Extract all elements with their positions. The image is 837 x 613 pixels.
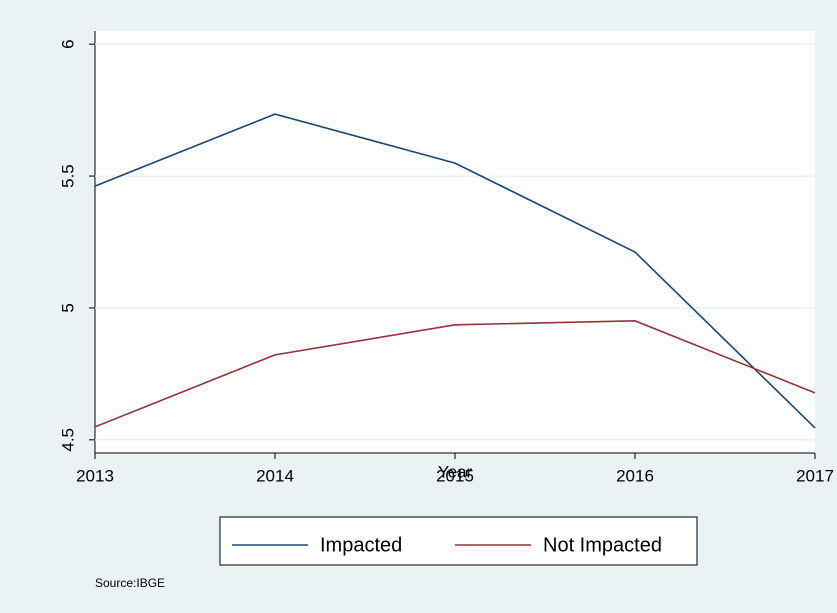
- x-tick-label: 2013: [76, 466, 114, 485]
- line-series: [94, 320, 816, 428]
- y-tick-label: 4.5: [58, 428, 77, 452]
- plot-area: [95, 31, 815, 453]
- legend-label: Not Impacted: [543, 534, 662, 556]
- x-tick-label: 2015: [436, 466, 474, 485]
- y-tick-label: 6: [58, 39, 77, 48]
- x-axis-title: Year: [438, 462, 473, 481]
- y-tick-label: 5: [58, 303, 77, 312]
- x-tick-label: 2017: [796, 466, 834, 485]
- y-tick-label: 5.5: [58, 164, 77, 188]
- legend-box: [219, 516, 698, 566]
- source-note: Source:IBGE: [95, 576, 165, 590]
- x-tick-label: 2014: [256, 466, 294, 485]
- line-series: [94, 113, 816, 429]
- x-tick-label: 2016: [616, 466, 654, 485]
- legend-label: Impacted: [320, 534, 402, 556]
